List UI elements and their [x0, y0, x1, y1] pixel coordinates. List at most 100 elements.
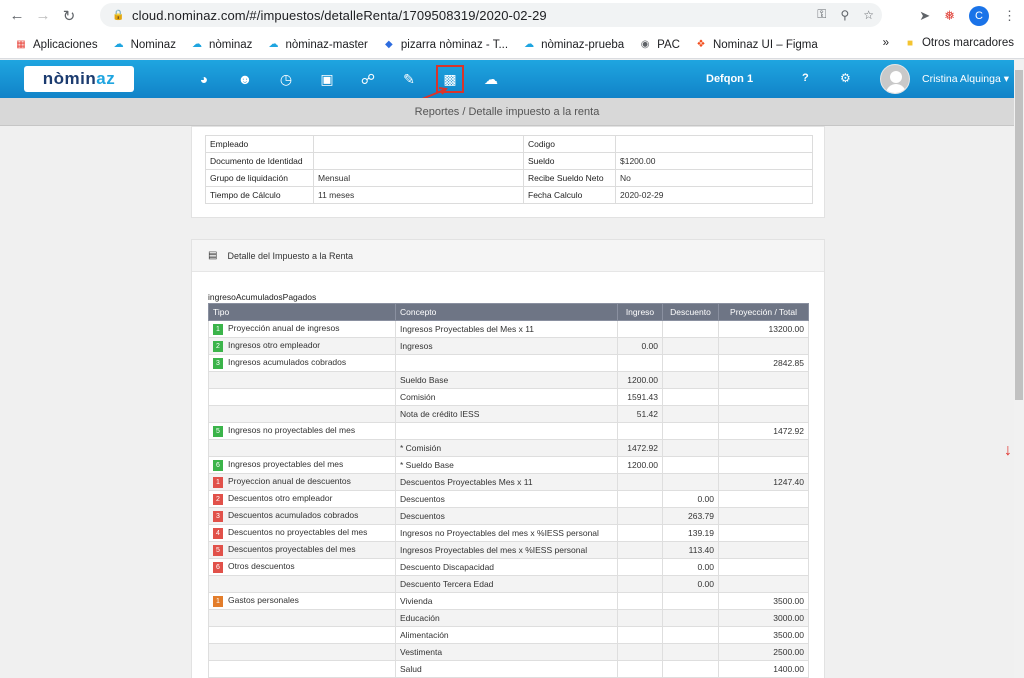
panel-header: ▤ Detalle del Impuesto a la Renta [192, 240, 824, 272]
bookmark-aplicaciones[interactable]: ▦ Aplicaciones [14, 39, 97, 51]
total-cell [718, 558, 809, 576]
total-cell: 13200.00 [718, 320, 809, 338]
tipo-cell [208, 609, 396, 627]
help-button[interactable]: ? [802, 72, 809, 84]
settings-gears-icon[interactable]: ⚙ [840, 71, 851, 85]
address-bar[interactable]: 🔒 cloud.nominaz.com/#/impuestos/detalleR… [100, 3, 882, 27]
handshake-icon[interactable]: ☍ [360, 70, 376, 87]
concepto-cell: Ingresos Proyectables del Mes x 11 [395, 320, 618, 338]
descuento-cell: 263.79 [662, 507, 719, 525]
scrollbar-thumb[interactable] [1015, 70, 1023, 400]
users-icon[interactable]: ☻ [237, 71, 253, 87]
descuento-cell: 0.00 [662, 558, 719, 576]
reports-chart-icon[interactable]: ▩ [436, 65, 464, 93]
ingreso-cell: 1200.00 [617, 456, 663, 474]
concepto-cell: Descuentos [395, 490, 618, 508]
bookmark-nominaz-2[interactable]: ☁ nòminaz [190, 39, 252, 51]
info-value [313, 152, 524, 170]
table-row: 3 Ingresos acumulados cobrados 2842.85 [208, 354, 809, 372]
col-header-ingreso[interactable]: Ingreso [617, 303, 663, 321]
back-icon[interactable]: ← [9, 7, 25, 24]
cloud-icon: ☁ [268, 39, 279, 50]
bookmark-pac[interactable]: ◉ PAC [638, 39, 680, 51]
ingreso-cell [617, 320, 663, 338]
url-text[interactable]: cloud.nominaz.com/#/impuestos/detalleRen… [132, 7, 547, 23]
descuento-cell [662, 371, 719, 389]
reload-icon[interactable]: ↻ [62, 7, 76, 25]
descuento-cell [662, 660, 719, 678]
bookmark-figma[interactable]: ❖ Nominaz UI – Figma [694, 39, 817, 51]
info-value [615, 135, 813, 153]
tipo-label: Gastos personales [228, 595, 299, 606]
tipo-cell: 5 Ingresos no proyectables del mes [208, 422, 396, 440]
tipo-label: Otros descuentos [228, 561, 295, 572]
bookmark-nominaz[interactable]: ☁ Nominaz [112, 39, 176, 51]
info-label: Documento de Identidad [205, 152, 314, 170]
tax-detail-table: Tipo Concepto Ingreso Descuento Proyecci… [208, 303, 809, 678]
bookmark-nominaz-master[interactable]: ☁ nòminaz-master [266, 39, 367, 51]
tipo-cell [208, 405, 396, 423]
concepto-cell: Vivienda [395, 592, 618, 610]
concepto-cell: Descuento Discapacidad [395, 558, 618, 576]
col-header-total[interactable]: Proyección / Total [718, 303, 809, 321]
descuento-cell [662, 456, 719, 474]
concepto-cell: Ingresos [395, 337, 618, 355]
cloud-upload-icon[interactable]: ☁ [484, 70, 498, 87]
bookmark-pizarra[interactable]: ◆ pizarra nòminaz - T... [382, 39, 508, 51]
user-avatar[interactable] [880, 64, 910, 94]
info-label: Grupo de liquidación [205, 169, 314, 187]
bookmark-label: PAC [657, 38, 680, 51]
info-label: Empleado [205, 135, 314, 153]
info-value: $1200.00 [615, 152, 813, 170]
tipo-cell: 3 Descuentos acumulados cobrados [208, 507, 396, 525]
tipo-label: Ingresos no proyectables del mes [228, 425, 356, 436]
type-badge: 5 [213, 544, 223, 556]
bookmark-otros[interactable]: ■ Otros marcadores [903, 37, 1014, 49]
concepto-cell: Descuentos [395, 507, 618, 525]
bookmark-nominaz-prueba[interactable]: ☁ nòminaz-prueba [522, 39, 624, 51]
profile-avatar[interactable]: C [969, 6, 989, 26]
menu-dots-icon[interactable]: ⋮ [1003, 8, 1016, 23]
concepto-cell: * Sueldo Base [395, 456, 618, 474]
tax-detail-panel: ▤ Detalle del Impuesto a la Renta ingres… [191, 239, 825, 678]
tipo-cell: 1 Proyección anual de ingresos [208, 320, 396, 338]
key-icon[interactable]: ⚿ [817, 7, 827, 21]
table-row: Vestimenta 2500.00 [208, 643, 809, 661]
breadcrumb: Reportes / Detalle impuesto a la renta [0, 98, 1014, 126]
clock-icon[interactable]: ◷ [279, 70, 293, 87]
share-icon[interactable]: ➤ [919, 8, 931, 23]
info-label: Recibe Sueldo Neto [523, 169, 616, 187]
table-caption: ingresoAcumuladosPagados [208, 292, 317, 302]
star-icon[interactable]: ☆ [863, 7, 874, 22]
ingreso-cell [617, 490, 663, 508]
total-cell [718, 575, 809, 593]
table-row: Nota de crédito IESS 51.42 [208, 405, 809, 423]
extension-icon[interactable]: ❅ [944, 8, 955, 23]
descuento-cell [662, 592, 719, 610]
panel-title: Detalle del Impuesto a la Renta [227, 250, 354, 261]
tipo-cell [208, 626, 396, 644]
table-row: Comisión 1591.43 [208, 388, 809, 406]
user-menu[interactable]: Cristina Alquinga ▾ [922, 73, 1009, 85]
col-header-descuento[interactable]: Descuento [662, 303, 719, 321]
figma-icon: ❖ [696, 39, 706, 50]
col-header-tipo[interactable]: Tipo [208, 303, 396, 321]
page-scrollbar[interactable] [1014, 60, 1024, 678]
dashboard-icon[interactable]: ◕ [199, 71, 209, 87]
bookmarks-more-icon[interactable]: » [882, 37, 889, 49]
concepto-cell: Ingresos no Proyectables del mes x %IESS… [395, 524, 618, 542]
nominaz-logo[interactable]: nòmin az [24, 66, 134, 92]
edit-icon[interactable]: ✎ [403, 70, 415, 87]
folder-icon: ■ [906, 37, 913, 49]
briefcase-icon[interactable]: ▣ [320, 70, 334, 87]
tipo-cell [208, 575, 396, 593]
descuento-cell [662, 405, 719, 423]
zoom-icon[interactable]: ⚲ [840, 7, 850, 22]
ingreso-cell [617, 524, 663, 542]
forward-icon[interactable]: → [35, 7, 51, 24]
company-selector[interactable]: Defqon 1 [706, 73, 754, 85]
col-header-concepto[interactable]: Concepto [395, 303, 618, 321]
info-row: Tiempo de Cálculo 11 meses Fecha Calculo 20… [205, 186, 813, 204]
info-value: 11 meses [313, 186, 524, 204]
total-cell: 2842.85 [718, 354, 809, 372]
